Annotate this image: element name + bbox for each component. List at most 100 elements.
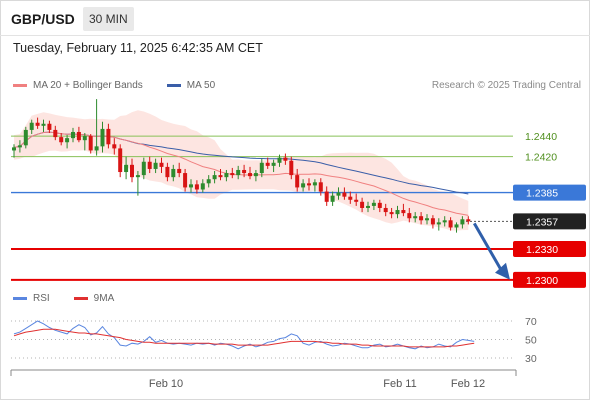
candle [259,162,264,174]
candle [419,216,424,221]
candle [454,224,459,228]
candle [218,175,223,178]
candle [377,202,382,208]
candle [312,182,317,186]
rsi-label: RSI [33,293,50,304]
candle [236,169,241,176]
currency-pair-title: GBP/USD [11,11,75,27]
candle [183,173,188,188]
ma20-swatch [13,84,27,87]
candle [442,220,447,223]
chart-header: GBP/USD 30 MIN [0,0,590,36]
candle [100,128,105,147]
candle [94,146,99,151]
rsi-tick-50: 50 [525,335,537,347]
ma20-line [13,131,469,216]
level-label-1.2300: 1.2300 [526,275,558,287]
candle [436,222,441,225]
candle [460,219,465,225]
candle [366,205,370,208]
candle [189,184,193,188]
candle [23,129,28,146]
bollinger-band [14,110,469,231]
candle [194,184,199,190]
candle [360,201,365,208]
candle [147,161,152,169]
candle [224,173,229,178]
candle [159,162,164,167]
level-tag-1.2385 [513,184,586,201]
candle [289,160,294,176]
x-axis-label: Feb 12 [451,378,485,390]
timeframe-button[interactable]: 30 MIN [83,7,134,31]
candle [425,218,429,221]
candle [200,183,205,190]
forecast-arrow-head [495,262,510,280]
candle [336,192,341,196]
candle [407,213,412,219]
candle [12,147,16,151]
candle [277,157,282,163]
ma50-swatch [166,84,181,87]
candle [118,148,123,173]
level-label-1.2440: 1.2440 [525,131,557,143]
level-label-1.2330: 1.2330 [526,244,558,256]
candle [301,183,306,188]
candle [76,131,81,141]
level-tag-1.2357 [513,213,586,230]
candle [324,191,329,202]
level-tag-1.2300 [513,271,586,288]
candle [35,122,40,126]
x-axis-label: Feb 11 [383,378,416,390]
forecast-arrow [473,222,503,271]
candle [206,179,211,184]
rsi-tick-30: 30 [525,353,537,365]
candle [177,168,182,174]
candle [65,138,70,143]
rsi-ma-label: 9MA [93,293,115,304]
candle [295,175,300,188]
rsi-swatch [13,297,27,300]
level-label-1.2420: 1.2420 [525,152,557,164]
candle [271,162,276,166]
candle [230,173,235,176]
candle [413,216,418,219]
candle [265,162,270,166]
candle [53,129,58,138]
candle [448,220,453,228]
candle [165,166,170,178]
candle [283,157,288,161]
ma20-label: MA 20 + Bollinger Bands [33,80,143,91]
candle [171,168,176,178]
candle [82,136,87,141]
candle [242,169,247,174]
timestamp: Tuesday, February 11, 2025 6:42:35 AM CE… [13,41,263,55]
candle [342,192,347,197]
candle [59,137,64,143]
candle [466,219,471,222]
rsi-legend: RSI 9MA [13,293,114,304]
candle [130,164,134,178]
candle [401,210,406,214]
candle [307,183,311,186]
rsi-ma-swatch [73,297,88,300]
rsi-line [13,320,475,350]
level-tag-1.2330 [513,241,586,258]
level-label-1.2385: 1.2385 [526,188,558,200]
candle [318,182,323,192]
candle [106,128,111,145]
candle [330,195,335,202]
candle [354,199,359,202]
candle [153,162,158,169]
candle [383,207,388,213]
candle [112,144,117,149]
research-credit: Research © 2025 Trading Central [431,80,581,91]
candle [135,175,140,178]
candle [88,136,93,151]
candle [124,164,129,173]
candle [395,210,400,215]
candle [430,218,435,225]
x-axis-label: Feb 10 [149,378,183,390]
rsi-tick-70: 70 [525,316,537,328]
